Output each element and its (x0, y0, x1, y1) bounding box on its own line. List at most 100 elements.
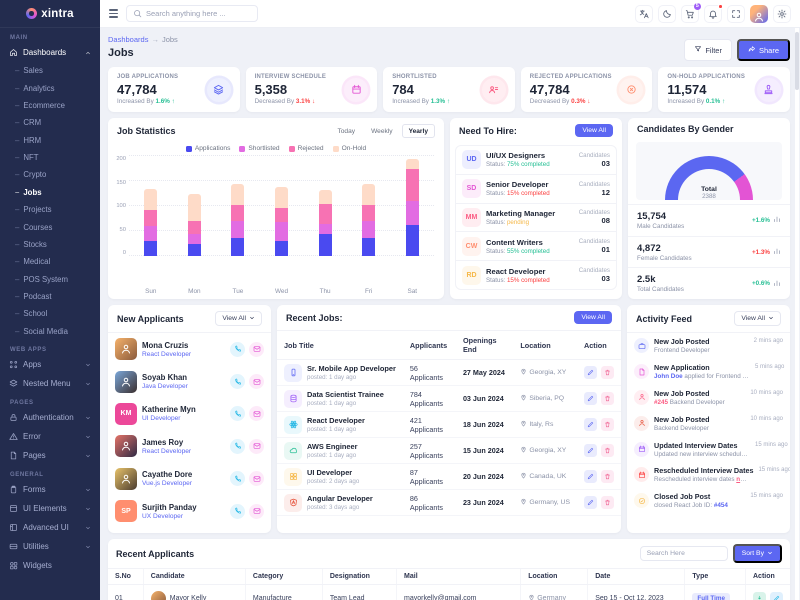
bar-thu[interactable] (303, 156, 347, 256)
sidebar-item-error[interactable]: Error (0, 427, 100, 446)
activity-item[interactable]: New Job Posted Backend Developer 10 mins a… (627, 410, 790, 436)
bar-mon[interactable] (173, 156, 217, 256)
global-search[interactable] (126, 5, 258, 22)
applicant-row[interactable]: James Roy React Developer (108, 430, 271, 462)
edit-icon[interactable] (583, 366, 597, 379)
recent-job-row[interactable]: Sr. Mobile App Developer posted: 1 day ag… (277, 359, 621, 386)
activity-item[interactable]: Rescheduled Interview Dates Rescheduled i… (627, 462, 790, 488)
sidebar-item-forms[interactable]: Forms (0, 480, 100, 499)
column-header[interactable]: S.No (108, 568, 144, 585)
applicant-row[interactable]: KM Katherine Myn UI Developer (108, 398, 271, 430)
sidebar-item-stocks[interactable]: – Stocks (15, 239, 47, 249)
sidebar-item-hrm[interactable]: – HRM (15, 135, 42, 145)
phone-icon[interactable] (230, 406, 245, 422)
moon-icon[interactable] (658, 4, 676, 23)
chart-tab-weekly[interactable]: Weekly (371, 127, 393, 135)
column-header[interactable]: Action (745, 568, 790, 585)
column-header[interactable]: Category (244, 568, 323, 585)
mail-icon[interactable] (249, 341, 264, 357)
activity-item[interactable]: Closed Job Post closed React Job ID: #454… (627, 488, 790, 514)
mail-icon[interactable] (249, 374, 264, 390)
bar-sun[interactable] (129, 156, 173, 256)
recent-job-row[interactable]: AWS Engineer posted: 1 day ago 257 Applica… (277, 437, 621, 464)
recent-job-row[interactable]: UI Developer posted: 2 days ago 87 Applica… (277, 463, 621, 490)
bar-sat[interactable] (390, 156, 434, 256)
activity-feed-view-all-button[interactable]: View All (734, 311, 781, 326)
trash-icon[interactable] (600, 444, 614, 457)
phone-icon[interactable] (230, 374, 245, 390)
sidebar-item-nft[interactable]: – NFT (15, 153, 39, 163)
recent-job-row[interactable]: Angular Developer posted: 3 days ago 86 Ap… (277, 489, 621, 516)
column-header[interactable]: Applicants (402, 331, 456, 360)
phone-icon[interactable] (230, 471, 245, 487)
sidebar-item-podcast[interactable]: – Podcast (15, 292, 52, 302)
sidebar-item-utilities[interactable]: Utilities (0, 537, 100, 556)
column-header[interactable]: Mail (396, 568, 521, 585)
edit-icon[interactable] (583, 418, 597, 431)
column-header[interactable]: Openings End (455, 331, 514, 360)
sidebar-item-school[interactable]: – School (15, 309, 48, 319)
edit-icon[interactable] (770, 591, 783, 600)
mail-icon[interactable] (249, 438, 264, 454)
brand-logo[interactable]: xintra (0, 0, 100, 28)
hamburger-menu-icon[interactable] (109, 9, 118, 18)
sidebar-item-crm[interactable]: – CRM (15, 118, 42, 128)
edit-icon[interactable] (583, 470, 597, 483)
trash-icon[interactable] (600, 418, 614, 431)
recent-applicant-row[interactable]: 01 Mayor Kelly Manufacture Team Lead mayorke… (108, 584, 790, 600)
bar-fri[interactable] (347, 156, 391, 256)
legend-shortlisted[interactable]: Shortlisted (239, 145, 280, 152)
phone-icon[interactable] (230, 503, 245, 519)
applicant-designation[interactable]: Team Lead (321, 584, 397, 600)
sidebar-item-jobs[interactable]: – Jobs (15, 187, 42, 197)
bar-wed[interactable] (260, 156, 304, 256)
mail-icon[interactable] (249, 503, 264, 519)
search-input[interactable] (146, 9, 251, 18)
translate-icon[interactable] (635, 4, 653, 23)
edit-icon[interactable] (583, 444, 597, 457)
sidebar-item-sales[interactable]: – Sales (15, 66, 43, 76)
column-header[interactable]: Location (520, 568, 588, 585)
column-header[interactable]: Type (684, 568, 746, 585)
cart-icon[interactable]: 5 (681, 2, 701, 23)
sidebar-item-social-media[interactable]: – Social Media (15, 326, 68, 336)
legend-rejected[interactable]: Rejected (288, 145, 324, 152)
recent-applicants-search-input[interactable] (639, 546, 728, 561)
column-header[interactable]: Action (576, 331, 621, 360)
page-scrollbar-thumb[interactable] (795, 32, 799, 90)
page-scrollbar[interactable] (795, 28, 799, 600)
sidebar-item-projects[interactable]: – Projects (15, 205, 52, 215)
sidebar-item-advanced-ui[interactable]: Advanced UI (0, 518, 100, 537)
hire-row-rd[interactable]: RD React Developer Status: 15% completed Ca… (456, 261, 616, 289)
legend-on-hold[interactable]: On-Hold (332, 145, 366, 152)
column-header[interactable]: Job Title (277, 331, 403, 360)
edit-icon[interactable] (583, 392, 597, 405)
gear-icon[interactable] (773, 4, 791, 23)
chart-tab-today[interactable]: Today (337, 127, 356, 135)
phone-icon[interactable] (230, 438, 245, 454)
expand-icon[interactable] (727, 4, 745, 23)
filter-button[interactable]: Filter (684, 39, 732, 61)
column-header[interactable]: Location (513, 331, 577, 360)
applicant-row[interactable]: SP Surjith Panday UX Developer (108, 495, 271, 527)
sidebar-item-widgets[interactable]: Widgets (0, 556, 100, 575)
sidebar-item-medical[interactable]: – Medical (15, 257, 51, 267)
activity-item[interactable]: New Job Posted #245 Backend Developer 10 m… (627, 385, 790, 411)
share-button[interactable]: Share (736, 39, 790, 61)
legend-applications[interactable]: Applications (185, 145, 230, 152)
recent-job-row[interactable]: React Developer posted: 1 day ago 421 Appl… (277, 411, 621, 438)
download-icon[interactable] (753, 591, 766, 600)
sort-by-button[interactable]: Sort By (732, 544, 782, 563)
applicant-row[interactable]: Cayathe Dore Vue.js Developer (108, 463, 271, 495)
sidebar-item-authentication[interactable]: Authentication (0, 408, 100, 427)
sidebar-item-analytics[interactable]: – Analytics (15, 83, 55, 93)
column-header[interactable]: Designation (321, 568, 397, 585)
recent-jobs-view-all-button[interactable]: View All (574, 311, 612, 324)
phone-icon[interactable] (230, 341, 245, 357)
trash-icon[interactable] (600, 496, 614, 509)
sidebar-item-ecommerce[interactable]: – Ecommerce (15, 100, 65, 110)
bell-icon[interactable] (704, 4, 723, 23)
hire-row-ud[interactable]: UD UI/UX Designers Status: 75% completed Ca… (456, 146, 616, 175)
sidebar-item-courses[interactable]: – Courses (15, 222, 53, 232)
sidebar-item-crypto[interactable]: – Crypto (15, 170, 47, 180)
